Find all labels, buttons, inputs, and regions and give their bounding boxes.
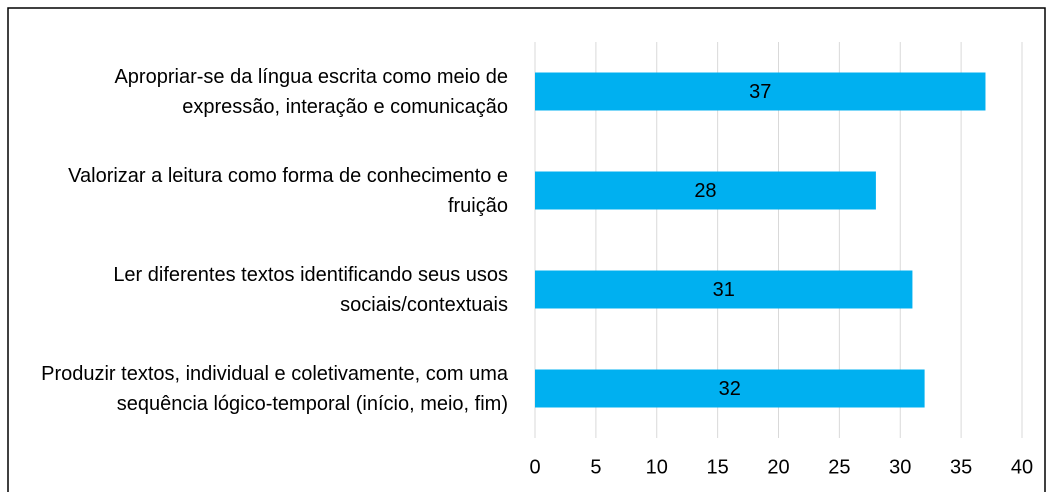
x-tick-label: 0 [529,456,540,478]
bar [535,270,913,309]
x-tick-label: 35 [950,456,972,478]
x-tick-label: 10 [646,456,668,478]
value-label: 37 [749,81,771,103]
x-tick-label: 5 [590,456,601,478]
category-label: Valorizar a leitura como forma de conhec… [68,164,508,217]
frame [7,7,1046,492]
x-tick-label: 20 [767,456,789,478]
category-label: Ler diferentes textos identificando seus… [113,263,508,316]
value-label: 28 [694,180,716,202]
x-tick-label: 15 [707,456,729,478]
value-label: 32 [719,378,741,400]
value-label: 31 [713,279,735,301]
bar [535,72,986,111]
category-label: Apropriar-se da língua escrita como meio… [114,65,508,118]
x-tick-label: 40 [1011,456,1033,478]
x-tick-label: 25 [828,456,850,478]
category-label: Produzir textos, individual e coletivame… [41,362,508,415]
bar [535,171,876,210]
x-tick-label: 30 [889,456,911,478]
bar [535,369,925,408]
